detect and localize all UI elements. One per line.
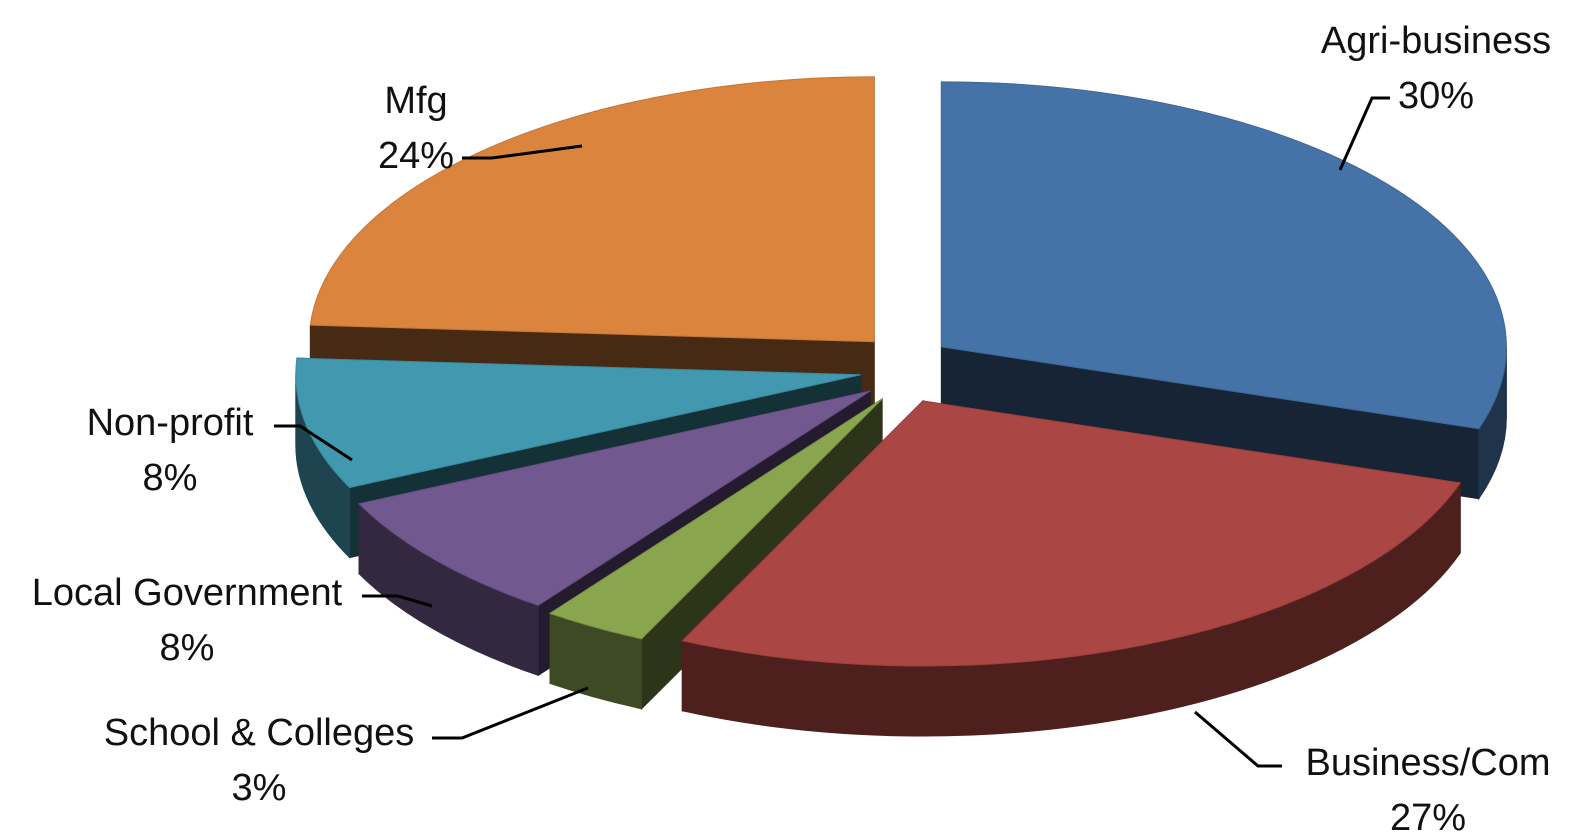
slice-value-mfg: 24% (378, 135, 454, 177)
slice-value-local-government: 8% (160, 627, 215, 669)
slice-labels: Agri-business 30% Business/Com 27% School & … (32, 20, 1551, 833)
pie-top-faces (295, 76, 1507, 667)
leader-line-mfg (462, 144, 583, 160)
slice-value-non-profit: 8% (143, 457, 198, 499)
slice-label-agri-business: Agri-business (1321, 20, 1551, 62)
slice-value-business-com: 27% (1390, 797, 1466, 833)
slice-label-school-colleges: School & Colleges (104, 712, 415, 754)
leader-lines (274, 96, 1390, 768)
leader-line-business-com (1194, 710, 1282, 768)
leader-line-non-profit (274, 424, 353, 462)
slice-value-school-colleges: 3% (232, 767, 287, 809)
slice-local-government (358, 390, 871, 606)
slice-school-colleges (548, 398, 883, 640)
leader-line-agri-business (1338, 96, 1390, 171)
slice-label-non-profit: Non-profit (87, 402, 254, 444)
slice-business-com (681, 400, 1462, 667)
slice-label-business-com: Business/Com (1306, 742, 1551, 784)
leader-line-local-government (362, 594, 433, 608)
slice-label-local-government: Local Government (32, 572, 343, 614)
slice-value-agri-business: 30% (1398, 75, 1474, 117)
slice-mfg (309, 76, 875, 343)
slice-label-mfg: Mfg (384, 80, 447, 122)
leader-line-school-colleges (432, 686, 589, 740)
slice-agri-business (940, 81, 1507, 430)
slice-non-profit (295, 357, 861, 489)
